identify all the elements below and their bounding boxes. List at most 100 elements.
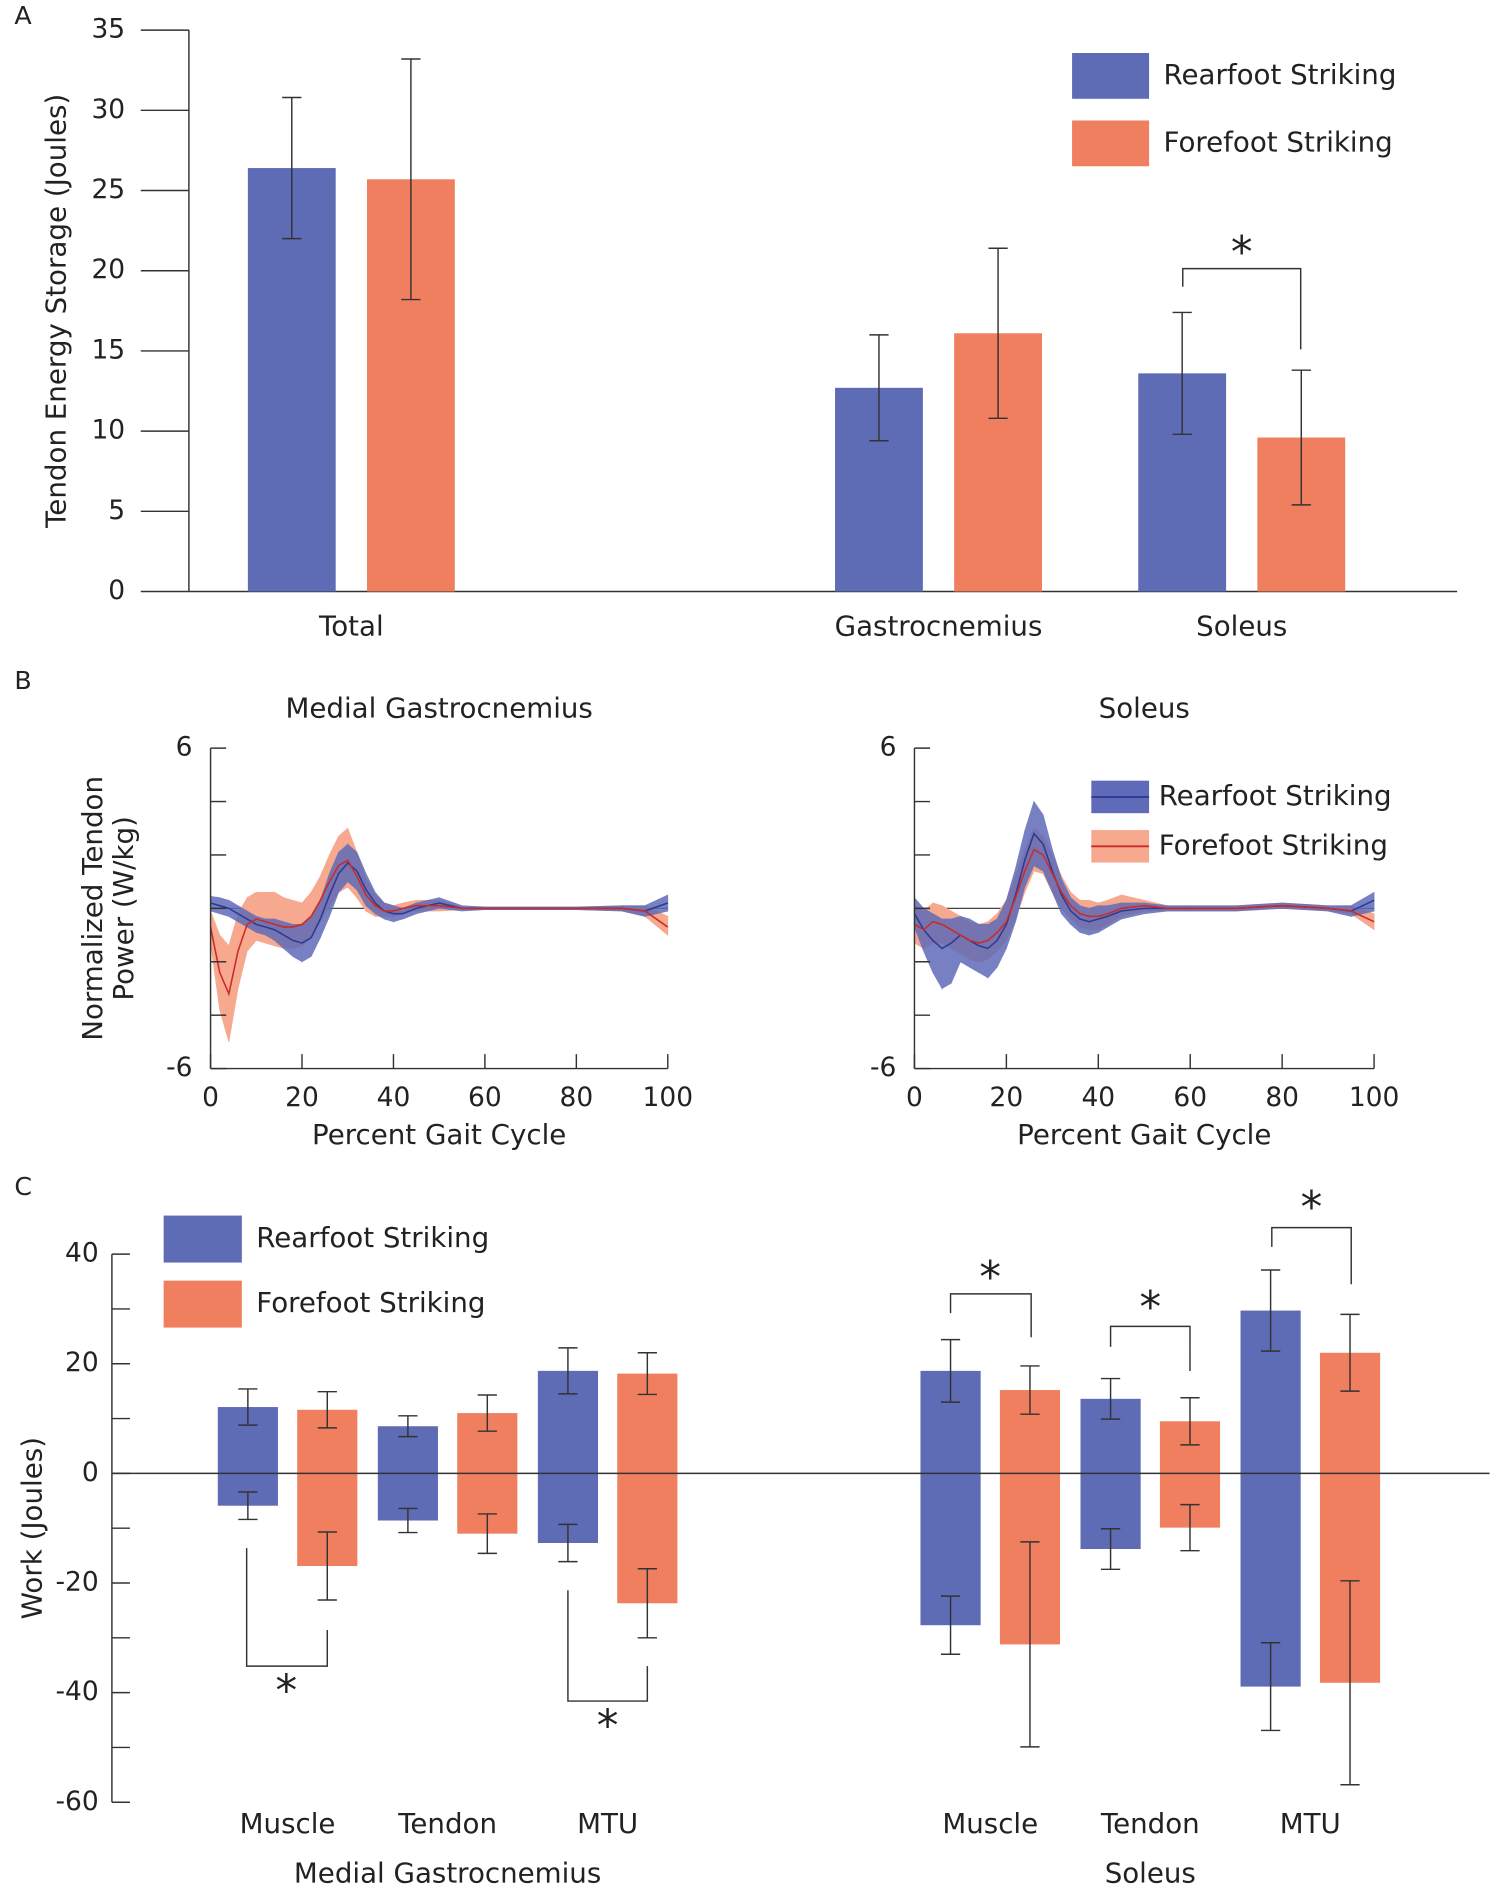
x-tick-label: MTU xyxy=(577,1807,638,1840)
y-tick-label: -40 xyxy=(55,1676,98,1707)
error-bar xyxy=(1020,1541,1040,1748)
error-bar xyxy=(317,1390,337,1429)
band-segment xyxy=(219,934,230,1042)
error-bar xyxy=(282,96,302,240)
legend-swatch xyxy=(1072,120,1150,167)
x-tick-label: 100 xyxy=(1349,1082,1400,1113)
legend-swatch xyxy=(163,1280,242,1328)
error-bar xyxy=(477,1394,497,1432)
panel-label: A xyxy=(14,1,32,30)
x-tick-label: 40 xyxy=(377,1082,411,1113)
x-tick-label: 20 xyxy=(990,1082,1024,1113)
error-bar xyxy=(940,1338,961,1403)
legend-label: Rearfoot Striking xyxy=(1164,58,1397,91)
x-tick-label: 60 xyxy=(1173,1082,1207,1113)
x-tick-label: MTU xyxy=(1280,1807,1341,1840)
significance-bracket xyxy=(1109,1325,1191,1371)
x-tick-label: Tendon xyxy=(397,1807,497,1840)
y-tick-label: 25 xyxy=(91,174,125,205)
legend-label: Forefoot Striking xyxy=(1164,125,1393,158)
significance-star: * xyxy=(276,1666,298,1716)
error-bar xyxy=(1260,1269,1281,1352)
x-axis-label: Percent Gait Cycle xyxy=(1017,1118,1271,1151)
error-bar xyxy=(1291,369,1311,506)
x-tick-label: Soleus xyxy=(1196,610,1287,643)
band-segment xyxy=(228,913,239,1042)
y-tick-label: -6 xyxy=(870,1052,896,1083)
chart-title: Medial Gastrocnemius xyxy=(286,692,593,725)
band-segment xyxy=(950,915,961,984)
y-axis-label: Normalized Tendon xyxy=(76,776,109,1041)
band-segment xyxy=(210,910,221,1010)
x-tick-label: 0 xyxy=(906,1082,923,1113)
significance-star: * xyxy=(979,1253,1001,1303)
error-bar xyxy=(398,1507,418,1534)
y-tick-label: 6 xyxy=(176,732,193,763)
legend-label: Rearfoot Striking xyxy=(1159,779,1392,812)
y-tick-label: -60 xyxy=(55,1786,98,1817)
error-bar xyxy=(398,1415,418,1438)
error-bar xyxy=(558,1347,578,1395)
error-bar xyxy=(238,1491,258,1521)
x-tick-label: 80 xyxy=(1265,1082,1299,1113)
significance-bracket xyxy=(245,1548,328,1667)
y-tick-label: 6 xyxy=(880,732,897,763)
band-segment xyxy=(1042,814,1053,893)
significance-bracket xyxy=(1271,1226,1352,1285)
band-segment xyxy=(1350,891,1375,917)
mean-line xyxy=(209,859,669,997)
significance-bracket xyxy=(949,1293,1032,1338)
x-tick-label: 80 xyxy=(560,1082,594,1113)
y-tick-label: -20 xyxy=(55,1566,98,1597)
x-tick-label: Muscle xyxy=(240,1807,336,1840)
error-bar xyxy=(1180,1503,1200,1552)
band-segment xyxy=(932,913,943,990)
band-segment xyxy=(923,907,934,973)
y-tick-label: 30 xyxy=(91,94,125,125)
legend-label: Forefoot Striking xyxy=(1159,828,1388,861)
error-bar xyxy=(637,1568,657,1639)
error-bar xyxy=(1020,1365,1040,1415)
x-tick-label: Muscle xyxy=(942,1807,1038,1840)
error-bar xyxy=(1340,1313,1360,1392)
x-tick-label: 20 xyxy=(285,1082,319,1113)
legend-label: Rearfoot Striking xyxy=(256,1221,489,1254)
error-bar xyxy=(401,58,421,301)
y-tick-label: 35 xyxy=(91,14,125,45)
error-bar xyxy=(1100,1528,1121,1571)
error-bar xyxy=(988,247,1008,420)
x-tick-label: 0 xyxy=(202,1082,219,1113)
y-tick-label: 15 xyxy=(91,334,125,365)
chart-title: Soleus xyxy=(1099,692,1190,725)
significance-star: * xyxy=(1301,1183,1323,1233)
error-bar xyxy=(869,334,889,442)
significance-bracket xyxy=(1182,267,1302,350)
significance-star: * xyxy=(1139,1283,1161,1333)
x-tick-label: Total xyxy=(318,610,384,643)
y-tick-label: 0 xyxy=(82,1457,99,1488)
error-bar xyxy=(1180,1397,1200,1446)
band-segment xyxy=(644,894,669,917)
mean-line xyxy=(914,848,1375,944)
x-tick-label: 100 xyxy=(643,1082,693,1113)
error-bar xyxy=(477,1513,497,1555)
error-bar xyxy=(940,1595,961,1655)
y-tick-label: 10 xyxy=(91,415,125,446)
y-tick-label: 20 xyxy=(91,254,125,285)
y-tick-label: 40 xyxy=(65,1238,99,1269)
group-label: Medial Gastrocnemius xyxy=(294,1857,601,1889)
legend-label: Forefoot Striking xyxy=(256,1286,485,1319)
band-segment xyxy=(978,924,989,979)
y-tick-label: 0 xyxy=(108,575,125,606)
band-segment xyxy=(960,915,970,968)
panel-label: B xyxy=(14,666,31,695)
legend-swatch xyxy=(163,1215,242,1263)
panel-label: C xyxy=(14,1172,32,1201)
y-axis-label: Tendon Energy Storage (Joules) xyxy=(40,94,73,529)
legend-swatch xyxy=(1072,53,1150,99)
error-bar xyxy=(558,1523,578,1563)
significance-star: * xyxy=(597,1701,619,1751)
x-tick-label: Gastrocnemius xyxy=(835,610,1043,643)
